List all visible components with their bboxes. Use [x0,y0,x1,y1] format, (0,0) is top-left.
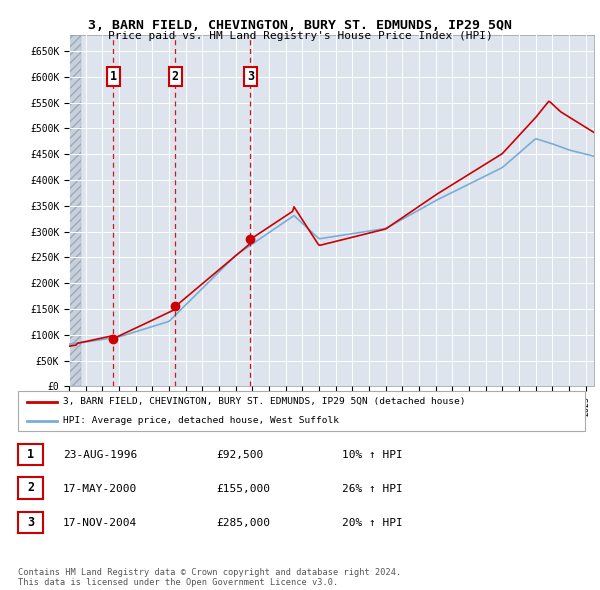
Text: 3: 3 [247,70,254,83]
Text: 23-AUG-1996: 23-AUG-1996 [63,450,137,460]
Text: 3, BARN FIELD, CHEVINGTON, BURY ST. EDMUNDS, IP29 5QN (detached house): 3, BARN FIELD, CHEVINGTON, BURY ST. EDMU… [63,397,466,407]
Text: £285,000: £285,000 [216,518,270,527]
Text: 1: 1 [110,70,117,83]
Text: 3: 3 [27,516,34,529]
Text: £92,500: £92,500 [216,450,263,460]
Text: £155,000: £155,000 [216,484,270,493]
Text: 2: 2 [27,481,34,494]
Text: 20% ↑ HPI: 20% ↑ HPI [342,518,403,527]
Text: 10% ↑ HPI: 10% ↑ HPI [342,450,403,460]
Text: Price paid vs. HM Land Registry's House Price Index (HPI): Price paid vs. HM Land Registry's House … [107,31,493,41]
Text: 2: 2 [172,70,179,83]
Text: 3, BARN FIELD, CHEVINGTON, BURY ST. EDMUNDS, IP29 5QN: 3, BARN FIELD, CHEVINGTON, BURY ST. EDMU… [88,19,512,32]
Text: Contains HM Land Registry data © Crown copyright and database right 2024.
This d: Contains HM Land Registry data © Crown c… [18,568,401,587]
Text: 26% ↑ HPI: 26% ↑ HPI [342,484,403,493]
Text: 1: 1 [27,448,34,461]
Text: HPI: Average price, detached house, West Suffolk: HPI: Average price, detached house, West… [63,416,339,425]
Text: 17-NOV-2004: 17-NOV-2004 [63,518,137,527]
Text: 17-MAY-2000: 17-MAY-2000 [63,484,137,493]
